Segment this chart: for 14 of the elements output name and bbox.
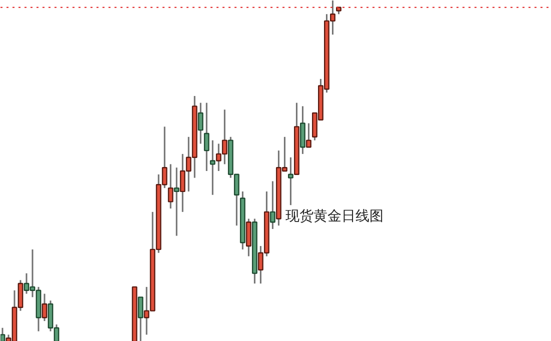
candlestick [270, 180, 276, 230]
candlestick [168, 163, 174, 210]
candlestick [42, 293, 48, 322]
candlestick [210, 140, 216, 196]
candlestick [174, 166, 180, 237]
candlestick [198, 102, 204, 144]
candlestick [138, 296, 144, 341]
candlestick [288, 156, 294, 206]
candlestick [0, 327, 6, 341]
candlestick [300, 105, 306, 155]
candlestick [306, 122, 312, 148]
candlestick [246, 218, 252, 257]
candlestick [204, 102, 210, 172]
annotation: 现货黄金日线图 [286, 208, 384, 224]
